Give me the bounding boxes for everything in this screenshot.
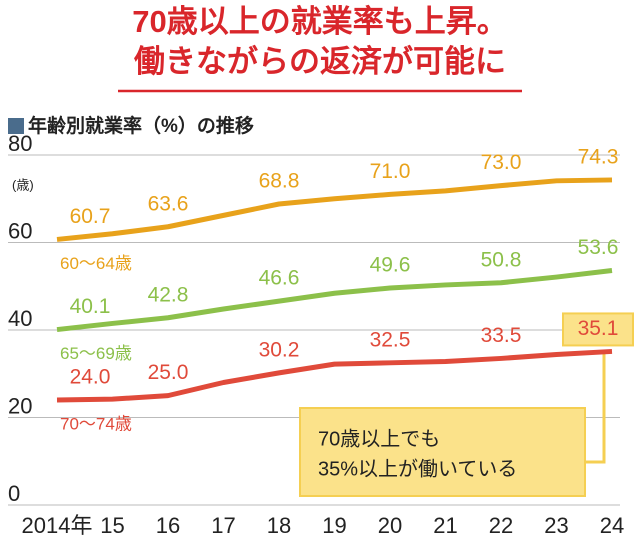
x-tick-label: 24: [600, 513, 624, 538]
annotation-box: [299, 407, 586, 497]
data-label: 49.6: [370, 254, 411, 277]
x-tick-label: 19: [322, 513, 346, 538]
x-tick-label: 16: [156, 513, 180, 538]
data-label: 71.0: [370, 160, 411, 183]
y-tick-label: 0: [8, 481, 20, 506]
series-label: 65～69歳: [60, 344, 132, 363]
annotation: 35%以上が働いている: [318, 457, 517, 480]
x-tick-label: 20: [378, 513, 402, 538]
data-label: 53.6: [578, 236, 619, 259]
y-tick-label: 60: [8, 218, 32, 243]
subtitle: 年齢別就業率（%）の推移: [28, 114, 254, 137]
line: [56, 177, 613, 242]
data-label: 74.3: [578, 145, 619, 168]
y-tick-label: 20: [8, 393, 32, 418]
x-tick-label: 21: [433, 513, 457, 538]
x-tick-label: 23: [544, 513, 568, 538]
connector: [580, 351, 606, 464]
x-tick-label: 22: [489, 513, 513, 538]
data-label: 30.2: [259, 338, 300, 361]
data-label: 24.0: [70, 366, 111, 389]
chart-title: 70歳以上の就業率も上昇。: [132, 4, 507, 39]
data-label: 40.1: [70, 295, 111, 318]
data-label: 33.5: [481, 324, 522, 347]
x-tick-label: 17: [211, 513, 235, 538]
series-label: 70～74歳: [60, 414, 132, 433]
x-tick-label: 18: [267, 513, 291, 538]
subtitle-marker: [8, 118, 24, 134]
chart-title: 働きながらの返済が可能に: [134, 44, 506, 79]
data-label: 46.6: [259, 267, 300, 290]
data-label: 32.5: [370, 328, 411, 351]
data-label: 35.1: [578, 317, 619, 340]
y-unit: (歳): [12, 177, 34, 192]
y-tick-label: 40: [8, 306, 32, 331]
highlight-box: [562, 312, 634, 347]
annotation: 70歳以上でも: [318, 427, 440, 450]
x-tick-label: 15: [100, 513, 124, 538]
data-label: 25.0: [148, 361, 189, 384]
data-label: 63.6: [148, 192, 189, 215]
data-label: 68.8: [259, 170, 300, 193]
line: [56, 268, 613, 333]
data-label: 42.8: [148, 283, 189, 306]
y-tick-label: 80: [8, 131, 32, 156]
line: [56, 348, 613, 403]
data-label: 50.8: [481, 248, 522, 271]
series-label: 60～64歳: [60, 254, 132, 273]
data-label: 60.7: [70, 205, 111, 228]
data-label: 73.0: [481, 151, 522, 174]
x-tick-label: 2014年: [22, 513, 93, 538]
